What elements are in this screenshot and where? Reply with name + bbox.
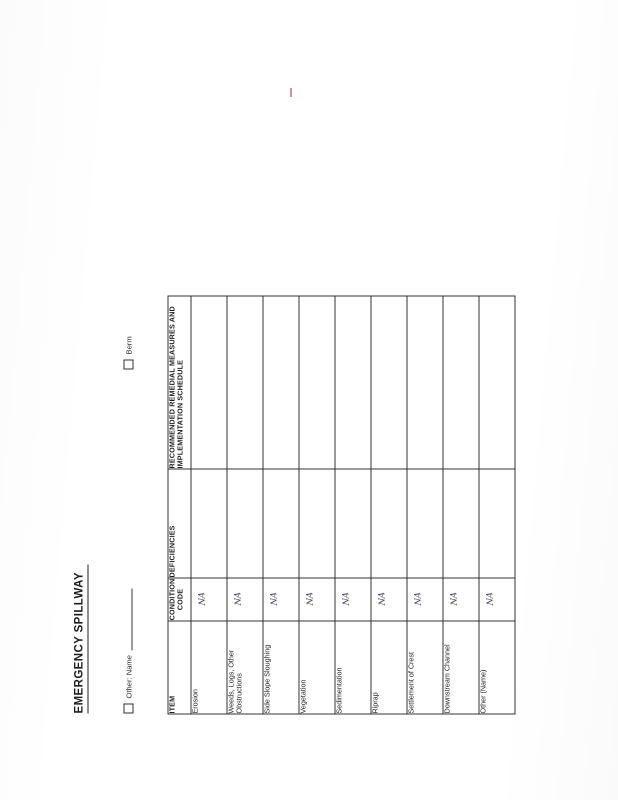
cell-recommended[interactable]	[263, 296, 299, 469]
checkbox-berm-label: Berm	[124, 336, 133, 355]
inspection-table: ITEM CONDITION CODE DEFICIENCIES RECOMME…	[167, 295, 516, 715]
checkbox-berm-box[interactable]	[123, 359, 134, 370]
page-title: EMERGENCY SPILLWAY	[73, 564, 89, 714]
cell-condition-code[interactable]: NA	[263, 578, 299, 621]
cell-deficiencies[interactable]	[227, 469, 263, 578]
table-row: Riprap NA	[371, 296, 407, 714]
header-condition-code: CONDITION CODE	[168, 578, 191, 621]
cell-item: Other (Name)	[479, 621, 515, 714]
cell-deficiencies[interactable]	[371, 469, 407, 578]
handwritten-condition-code: NA	[233, 592, 244, 607]
cell-condition-code[interactable]: NA	[299, 578, 335, 621]
cell-item: Sedimentation	[335, 621, 371, 714]
table-body: Erosion NA Weeds, Logs, Other Obstructions…	[191, 296, 515, 714]
other-name-blank-line[interactable]	[124, 588, 133, 651]
handwritten-condition-code: NA	[449, 592, 460, 607]
checkbox-other-label: Other: Name	[124, 655, 133, 699]
cell-recommended[interactable]	[227, 296, 263, 469]
table-row: Settlement of Crest NA	[407, 296, 443, 714]
table-row: Downstream Channel NA	[443, 296, 479, 714]
cell-item: Vegetation	[299, 621, 335, 714]
table-head: ITEM CONDITION CODE DEFICIENCIES RECOMME…	[168, 296, 191, 714]
cell-deficiencies[interactable]	[299, 469, 335, 578]
cell-recommended[interactable]	[335, 296, 371, 469]
cell-condition-code[interactable]: NA	[407, 578, 443, 621]
table-row: Weeds, Logs, Other Obstructions NA	[227, 296, 263, 714]
cell-deficiencies[interactable]	[263, 469, 299, 578]
header-recommended-line2: IMPLEMENTATION SCHEDULE	[175, 359, 185, 469]
cell-recommended[interactable]	[191, 296, 227, 469]
table-row: Vegetation NA	[299, 296, 335, 714]
handwritten-condition-code: NA	[305, 592, 316, 607]
table-row: Sedimentation NA	[335, 296, 371, 714]
form-header: EMERGENCY SPILLWAY Other: Name Berm	[72, 298, 168, 718]
cell-item: Weeds, Logs, Other Obstructions	[227, 621, 263, 714]
handwritten-condition-code: NA	[197, 592, 208, 607]
cell-deficiencies[interactable]	[479, 469, 515, 578]
handwritten-condition-code: NA	[269, 592, 280, 607]
cell-recommended[interactable]	[299, 296, 335, 469]
handwritten-condition-code: NA	[485, 592, 496, 607]
table-row: Side Slope Sloughing NA	[263, 296, 299, 714]
cell-item: Downstream Channel	[443, 621, 479, 714]
header-recommended: RECOMMENDED REMEDIAL MEASURES AND IMPLEM…	[168, 296, 191, 469]
cell-item: Side Slope Sloughing	[263, 621, 299, 714]
cell-condition-code[interactable]: NA	[191, 578, 227, 621]
cell-deficiencies[interactable]	[407, 469, 443, 578]
table-header-row: ITEM CONDITION CODE DEFICIENCIES RECOMME…	[168, 296, 191, 714]
handwritten-condition-code: NA	[413, 592, 424, 607]
header-condition-code-line2: CODE	[175, 588, 185, 611]
cell-item: Riprap	[371, 621, 407, 714]
table-row: Other (Name) NA	[479, 296, 515, 714]
cell-condition-code[interactable]: NA	[443, 578, 479, 621]
cell-deficiencies[interactable]	[443, 469, 479, 578]
handwritten-condition-code: NA	[377, 592, 388, 607]
cell-condition-code[interactable]: NA	[227, 578, 263, 621]
checkbox-row-berm[interactable]: Berm	[123, 336, 134, 370]
cell-condition-code[interactable]: NA	[371, 578, 407, 621]
cell-recommended[interactable]	[479, 296, 515, 469]
handwritten-condition-code: NA	[341, 592, 352, 607]
scan-ink-fleck	[290, 88, 292, 97]
cell-recommended[interactable]	[371, 296, 407, 469]
cell-recommended[interactable]	[407, 296, 443, 469]
cell-deficiencies[interactable]	[191, 469, 227, 578]
checkbox-other-box[interactable]	[123, 703, 134, 714]
rotated-form-stage: EMERGENCY SPILLWAY Other: Name Berm ITEM…	[72, 295, 547, 718]
cell-condition-code[interactable]: NA	[479, 578, 515, 621]
cell-deficiencies[interactable]	[335, 469, 371, 578]
cell-item: Erosion	[191, 621, 227, 714]
header-item: ITEM	[168, 621, 191, 714]
cell-condition-code[interactable]: NA	[335, 578, 371, 621]
checkbox-row-other[interactable]: Other: Name	[123, 588, 134, 714]
cell-recommended[interactable]	[443, 296, 479, 469]
cell-item: Settlement of Crest	[407, 621, 443, 714]
header-deficiencies: DEFICIENCIES	[168, 469, 191, 578]
table-row: Erosion NA	[191, 296, 227, 714]
